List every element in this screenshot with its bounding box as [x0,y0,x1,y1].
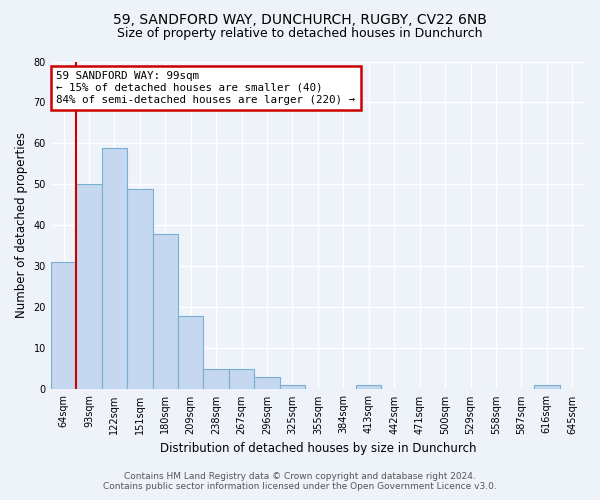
Bar [101,148,127,390]
Bar [254,377,280,390]
Text: 59 SANDFORD WAY: 99sqm
← 15% of detached houses are smaller (40)
84% of semi-det: 59 SANDFORD WAY: 99sqm ← 15% of detached… [56,72,355,104]
Bar [280,386,305,390]
X-axis label: Distribution of detached houses by size in Dunchurch: Distribution of detached houses by size … [160,442,476,455]
Bar [229,369,254,390]
Bar [127,188,152,390]
Bar [356,386,382,390]
Text: 59, SANDFORD WAY, DUNCHURCH, RUGBY, CV22 6NB: 59, SANDFORD WAY, DUNCHURCH, RUGBY, CV22… [113,12,487,26]
Text: Contains HM Land Registry data © Crown copyright and database right 2024.
Contai: Contains HM Land Registry data © Crown c… [103,472,497,491]
Bar [76,184,101,390]
Bar [178,316,203,390]
Text: Size of property relative to detached houses in Dunchurch: Size of property relative to detached ho… [117,28,483,40]
Y-axis label: Number of detached properties: Number of detached properties [15,132,28,318]
Bar [51,262,76,390]
Bar [534,386,560,390]
Bar [152,234,178,390]
Bar [203,369,229,390]
